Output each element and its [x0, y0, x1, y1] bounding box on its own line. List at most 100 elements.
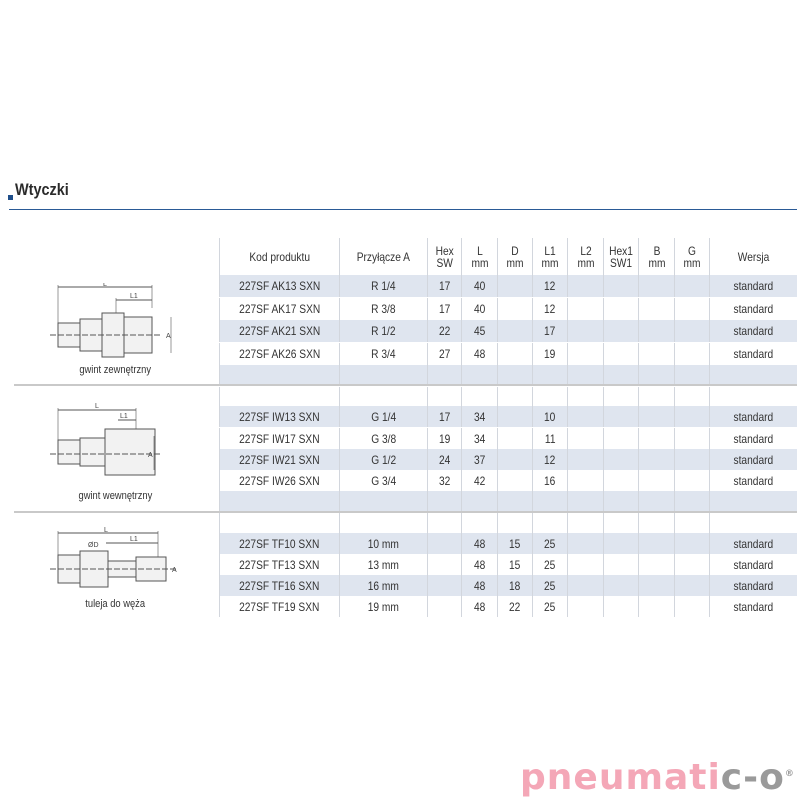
table-cell	[603, 554, 638, 575]
table-cell	[427, 491, 461, 511]
table-cell	[709, 387, 797, 406]
dimension-label: L	[95, 403, 99, 410]
table-cell	[674, 575, 709, 596]
table-row: 227SF TF16 SXN 16 mm 48 18 25 standard	[219, 575, 797, 596]
table-cell	[339, 513, 427, 533]
caption-internal-thread: gwint wewnętrzny	[78, 490, 152, 502]
table-cell: 42	[461, 470, 497, 491]
table-cell: D mm	[497, 238, 532, 275]
external-thread-plug-drawing: L L1 A	[50, 283, 172, 358]
table-cell	[603, 533, 638, 554]
table-cell	[638, 533, 674, 554]
table-row: 227SF TF19 SXN 19 mm 48 22 25 standard	[219, 596, 797, 617]
dimension-label: L	[104, 527, 108, 534]
table-cell: standard	[709, 343, 797, 365]
table-cell	[497, 343, 532, 365]
table-cell: 19	[532, 343, 567, 365]
table-cell: 227SF TF19 SXN	[219, 596, 339, 617]
table-cell	[567, 320, 603, 342]
table-cell: 227SF AK17 SXN	[219, 298, 339, 320]
table-cell	[497, 428, 532, 449]
table-cell	[638, 449, 674, 470]
table-cell	[567, 365, 603, 385]
table-cell	[638, 387, 674, 406]
table-cell	[709, 513, 797, 533]
table-cell: 48	[461, 533, 497, 554]
table-cell: R 1/2	[339, 320, 427, 342]
dimension-label: L1	[130, 293, 138, 300]
table-row: 227SF AK26 SXN R 3/4 27 48 19 standard	[219, 343, 797, 365]
internal-thread-plug-drawing: L L1 A	[50, 403, 160, 476]
table-cell: 34	[461, 406, 497, 427]
table-cell	[603, 298, 638, 320]
table-cell	[603, 470, 638, 491]
table-cell	[709, 491, 797, 511]
table-cell: standard	[709, 470, 797, 491]
table-cell: standard	[709, 575, 797, 596]
group-separator	[14, 511, 797, 513]
table-cell	[674, 428, 709, 449]
table-cell	[427, 554, 461, 575]
table-cell	[674, 343, 709, 365]
table-cell	[638, 491, 674, 511]
table-cell	[638, 365, 674, 385]
table-cell	[497, 275, 532, 297]
table-cell: 16 mm	[339, 575, 427, 596]
table-cell: 18	[497, 575, 532, 596]
table-cell	[638, 513, 674, 533]
table-cell	[603, 320, 638, 342]
table-cell	[674, 554, 709, 575]
table-cell	[219, 387, 339, 406]
table-cell: 12	[532, 275, 567, 297]
empty-row	[219, 365, 797, 385]
table-cell: 10	[532, 406, 567, 427]
table-cell	[638, 428, 674, 449]
table-cell	[497, 387, 532, 406]
table-cell: 227SF TF13 SXN	[219, 554, 339, 575]
table-cell	[219, 491, 339, 511]
table-cell: 48	[461, 554, 497, 575]
table-cell	[497, 513, 532, 533]
table-cell	[567, 449, 603, 470]
table-cell: 227SF IW13 SXN	[219, 406, 339, 427]
table-cell	[638, 406, 674, 427]
table-cell: Kod produktu	[219, 238, 339, 275]
table-cell: 17	[427, 275, 461, 297]
table-cell	[497, 406, 532, 427]
table-cell	[532, 387, 567, 406]
table-cell: 10 mm	[339, 533, 427, 554]
table-cell: standard	[709, 406, 797, 427]
table-cell	[674, 320, 709, 342]
table-cell	[427, 533, 461, 554]
table-cell	[603, 343, 638, 365]
table-cell	[638, 575, 674, 596]
table-cell: 40	[461, 275, 497, 297]
table-cell: R 1/4	[339, 275, 427, 297]
table-cell	[461, 513, 497, 533]
table-cell: 15	[497, 554, 532, 575]
table-cell	[497, 298, 532, 320]
table-cell	[427, 365, 461, 385]
table-cell: 12	[532, 298, 567, 320]
table-cell: B mm	[638, 238, 674, 275]
table-cell: 17	[427, 298, 461, 320]
table-cell	[638, 554, 674, 575]
table-row: 227SF TF13 SXN 13 mm 48 15 25 standard	[219, 554, 797, 575]
table-cell: R 3/8	[339, 298, 427, 320]
table-cell	[674, 513, 709, 533]
table-cell	[497, 491, 532, 511]
table-cell: G 1/2	[339, 449, 427, 470]
table-row: 227SF TF10 SXN 10 mm 48 15 25 standard	[219, 533, 797, 554]
table-cell	[674, 491, 709, 511]
table-cell	[674, 275, 709, 297]
table-cell: 227SF TF10 SXN	[219, 533, 339, 554]
table-cell	[674, 449, 709, 470]
table-cell: 25	[532, 596, 567, 617]
dimension-label: A	[166, 333, 171, 340]
table-cell: 48	[461, 575, 497, 596]
table-row: 227SF IW13 SXN G 1/4 17 34 10 standard	[219, 406, 797, 427]
table-cell	[638, 470, 674, 491]
table-cell	[603, 387, 638, 406]
table-cell	[567, 428, 603, 449]
table-cell: Hex1 SW1	[603, 238, 638, 275]
